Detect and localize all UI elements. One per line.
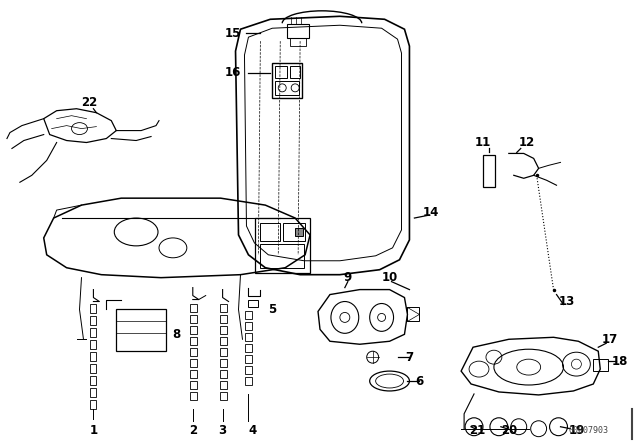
Bar: [190, 337, 196, 345]
Text: 12: 12: [518, 136, 535, 149]
Text: 7: 7: [405, 351, 413, 364]
Text: 00007903: 00007903: [568, 426, 609, 435]
Bar: [190, 305, 196, 312]
Bar: [248, 300, 259, 307]
Bar: [90, 352, 97, 361]
Bar: [190, 326, 196, 334]
Bar: [246, 377, 252, 385]
Text: 22: 22: [81, 96, 97, 109]
Bar: [408, 307, 419, 321]
Bar: [246, 355, 252, 363]
Bar: [284, 223, 305, 241]
Bar: [287, 24, 309, 38]
Bar: [190, 359, 196, 367]
Bar: [220, 359, 227, 367]
Bar: [90, 340, 97, 349]
Bar: [190, 392, 196, 400]
Text: 6: 6: [415, 375, 424, 388]
Text: 19: 19: [568, 424, 584, 437]
Bar: [220, 348, 227, 356]
Bar: [246, 344, 252, 352]
Text: 17: 17: [602, 333, 618, 346]
Bar: [190, 315, 196, 323]
Bar: [190, 348, 196, 356]
Bar: [90, 364, 97, 373]
Text: 11: 11: [475, 136, 491, 149]
Bar: [295, 228, 303, 236]
Text: 21: 21: [469, 424, 485, 437]
Bar: [220, 326, 227, 334]
Bar: [593, 359, 608, 371]
Text: 5: 5: [268, 303, 276, 316]
Bar: [90, 400, 97, 409]
Bar: [290, 38, 306, 46]
Text: 3: 3: [218, 424, 227, 437]
Text: 13: 13: [558, 295, 575, 308]
Bar: [220, 381, 227, 389]
Bar: [260, 244, 304, 268]
Text: 10: 10: [381, 271, 397, 284]
Bar: [290, 66, 300, 78]
Bar: [90, 328, 97, 337]
Text: 4: 4: [248, 424, 257, 437]
Bar: [255, 218, 310, 273]
Bar: [190, 370, 196, 378]
Text: 18: 18: [612, 355, 628, 368]
Text: 15: 15: [225, 27, 241, 40]
Bar: [220, 370, 227, 378]
Bar: [275, 66, 287, 78]
Bar: [90, 305, 97, 314]
Bar: [220, 315, 227, 323]
Text: 20: 20: [500, 424, 517, 437]
Bar: [275, 81, 299, 95]
Bar: [90, 388, 97, 397]
Text: 1: 1: [90, 424, 97, 437]
Bar: [260, 223, 280, 241]
Text: 8: 8: [172, 328, 180, 341]
Bar: [90, 376, 97, 385]
Bar: [220, 305, 227, 312]
Text: 14: 14: [423, 206, 440, 219]
Text: 16: 16: [225, 66, 241, 79]
Bar: [483, 155, 495, 187]
Bar: [246, 366, 252, 374]
Bar: [220, 392, 227, 400]
Bar: [190, 381, 196, 389]
Bar: [246, 323, 252, 330]
Bar: [246, 333, 252, 341]
Bar: [116, 310, 166, 351]
Text: 9: 9: [344, 271, 352, 284]
Bar: [90, 316, 97, 325]
Bar: [272, 63, 302, 98]
Bar: [220, 337, 227, 345]
Bar: [246, 311, 252, 319]
Text: 2: 2: [189, 424, 197, 437]
